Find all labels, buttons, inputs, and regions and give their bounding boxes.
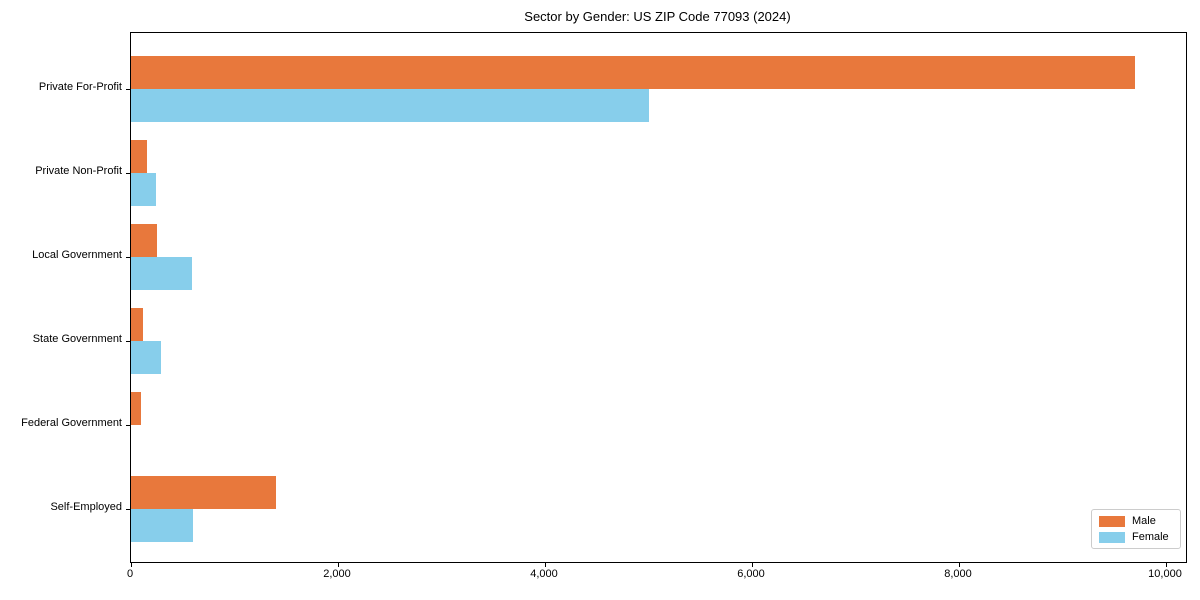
xtick-label-2000: 2,000 bbox=[323, 568, 351, 580]
bar-female-private-for-profit bbox=[131, 89, 649, 122]
legend-swatch-male bbox=[1099, 515, 1125, 527]
legend-swatch-female bbox=[1099, 531, 1125, 543]
ytick-label-state-government: State Government bbox=[32, 333, 122, 345]
xtick-label-6000: 6,000 bbox=[737, 568, 765, 580]
x-tick-mark bbox=[1165, 562, 1167, 567]
bar-female-self-employed bbox=[131, 509, 194, 542]
y-tick-mark bbox=[126, 508, 131, 510]
legend-item-female: Female bbox=[1099, 531, 1173, 543]
ytick-label-private-non-profit: Private Non-Profit bbox=[35, 165, 122, 177]
bar-male-local-government bbox=[131, 224, 157, 257]
y-tick-mark bbox=[126, 256, 131, 258]
x-tick-mark bbox=[130, 562, 132, 567]
xtick-label-0: 0 bbox=[126, 568, 134, 580]
x-tick-mark bbox=[958, 562, 960, 567]
xtick-label-8000: 8,000 bbox=[944, 568, 972, 580]
ytick-label-federal-government: Federal Government bbox=[21, 417, 122, 429]
ytick-label-self-employed: Self-Employed bbox=[50, 501, 122, 513]
legend-item-male: Male bbox=[1099, 515, 1173, 527]
bar-male-self-employed bbox=[131, 476, 276, 509]
y-tick-mark bbox=[126, 424, 131, 426]
bar-female-private-non-profit bbox=[131, 173, 156, 206]
legend: Male Female bbox=[1091, 509, 1181, 549]
x-tick-mark bbox=[544, 562, 546, 567]
bar-male-private-for-profit bbox=[131, 56, 1135, 89]
legend-label-female: Female bbox=[1132, 531, 1169, 543]
bar-male-federal-government bbox=[131, 392, 142, 425]
y-tick-mark bbox=[126, 172, 131, 174]
chart-title: Sector by Gender: US ZIP Code 77093 (202… bbox=[524, 9, 791, 24]
bar-male-private-non-profit bbox=[131, 140, 147, 173]
legend-label-male: Male bbox=[1132, 515, 1156, 527]
x-tick-mark bbox=[751, 562, 753, 567]
y-tick-mark bbox=[126, 88, 131, 90]
xtick-label-4000: 4,000 bbox=[530, 568, 558, 580]
ytick-label-private-for-profit: Private For-Profit bbox=[38, 81, 122, 93]
y-tick-mark bbox=[126, 340, 131, 342]
xtick-label-10000: 10,000 bbox=[1148, 568, 1182, 580]
bar-female-local-government bbox=[131, 257, 193, 290]
bar-male-state-government bbox=[131, 308, 144, 341]
ytick-label-local-government: Local Government bbox=[32, 249, 122, 261]
plot-area bbox=[126, 32, 1187, 567]
x-tick-mark bbox=[337, 562, 339, 567]
bar-female-state-government bbox=[131, 341, 161, 374]
